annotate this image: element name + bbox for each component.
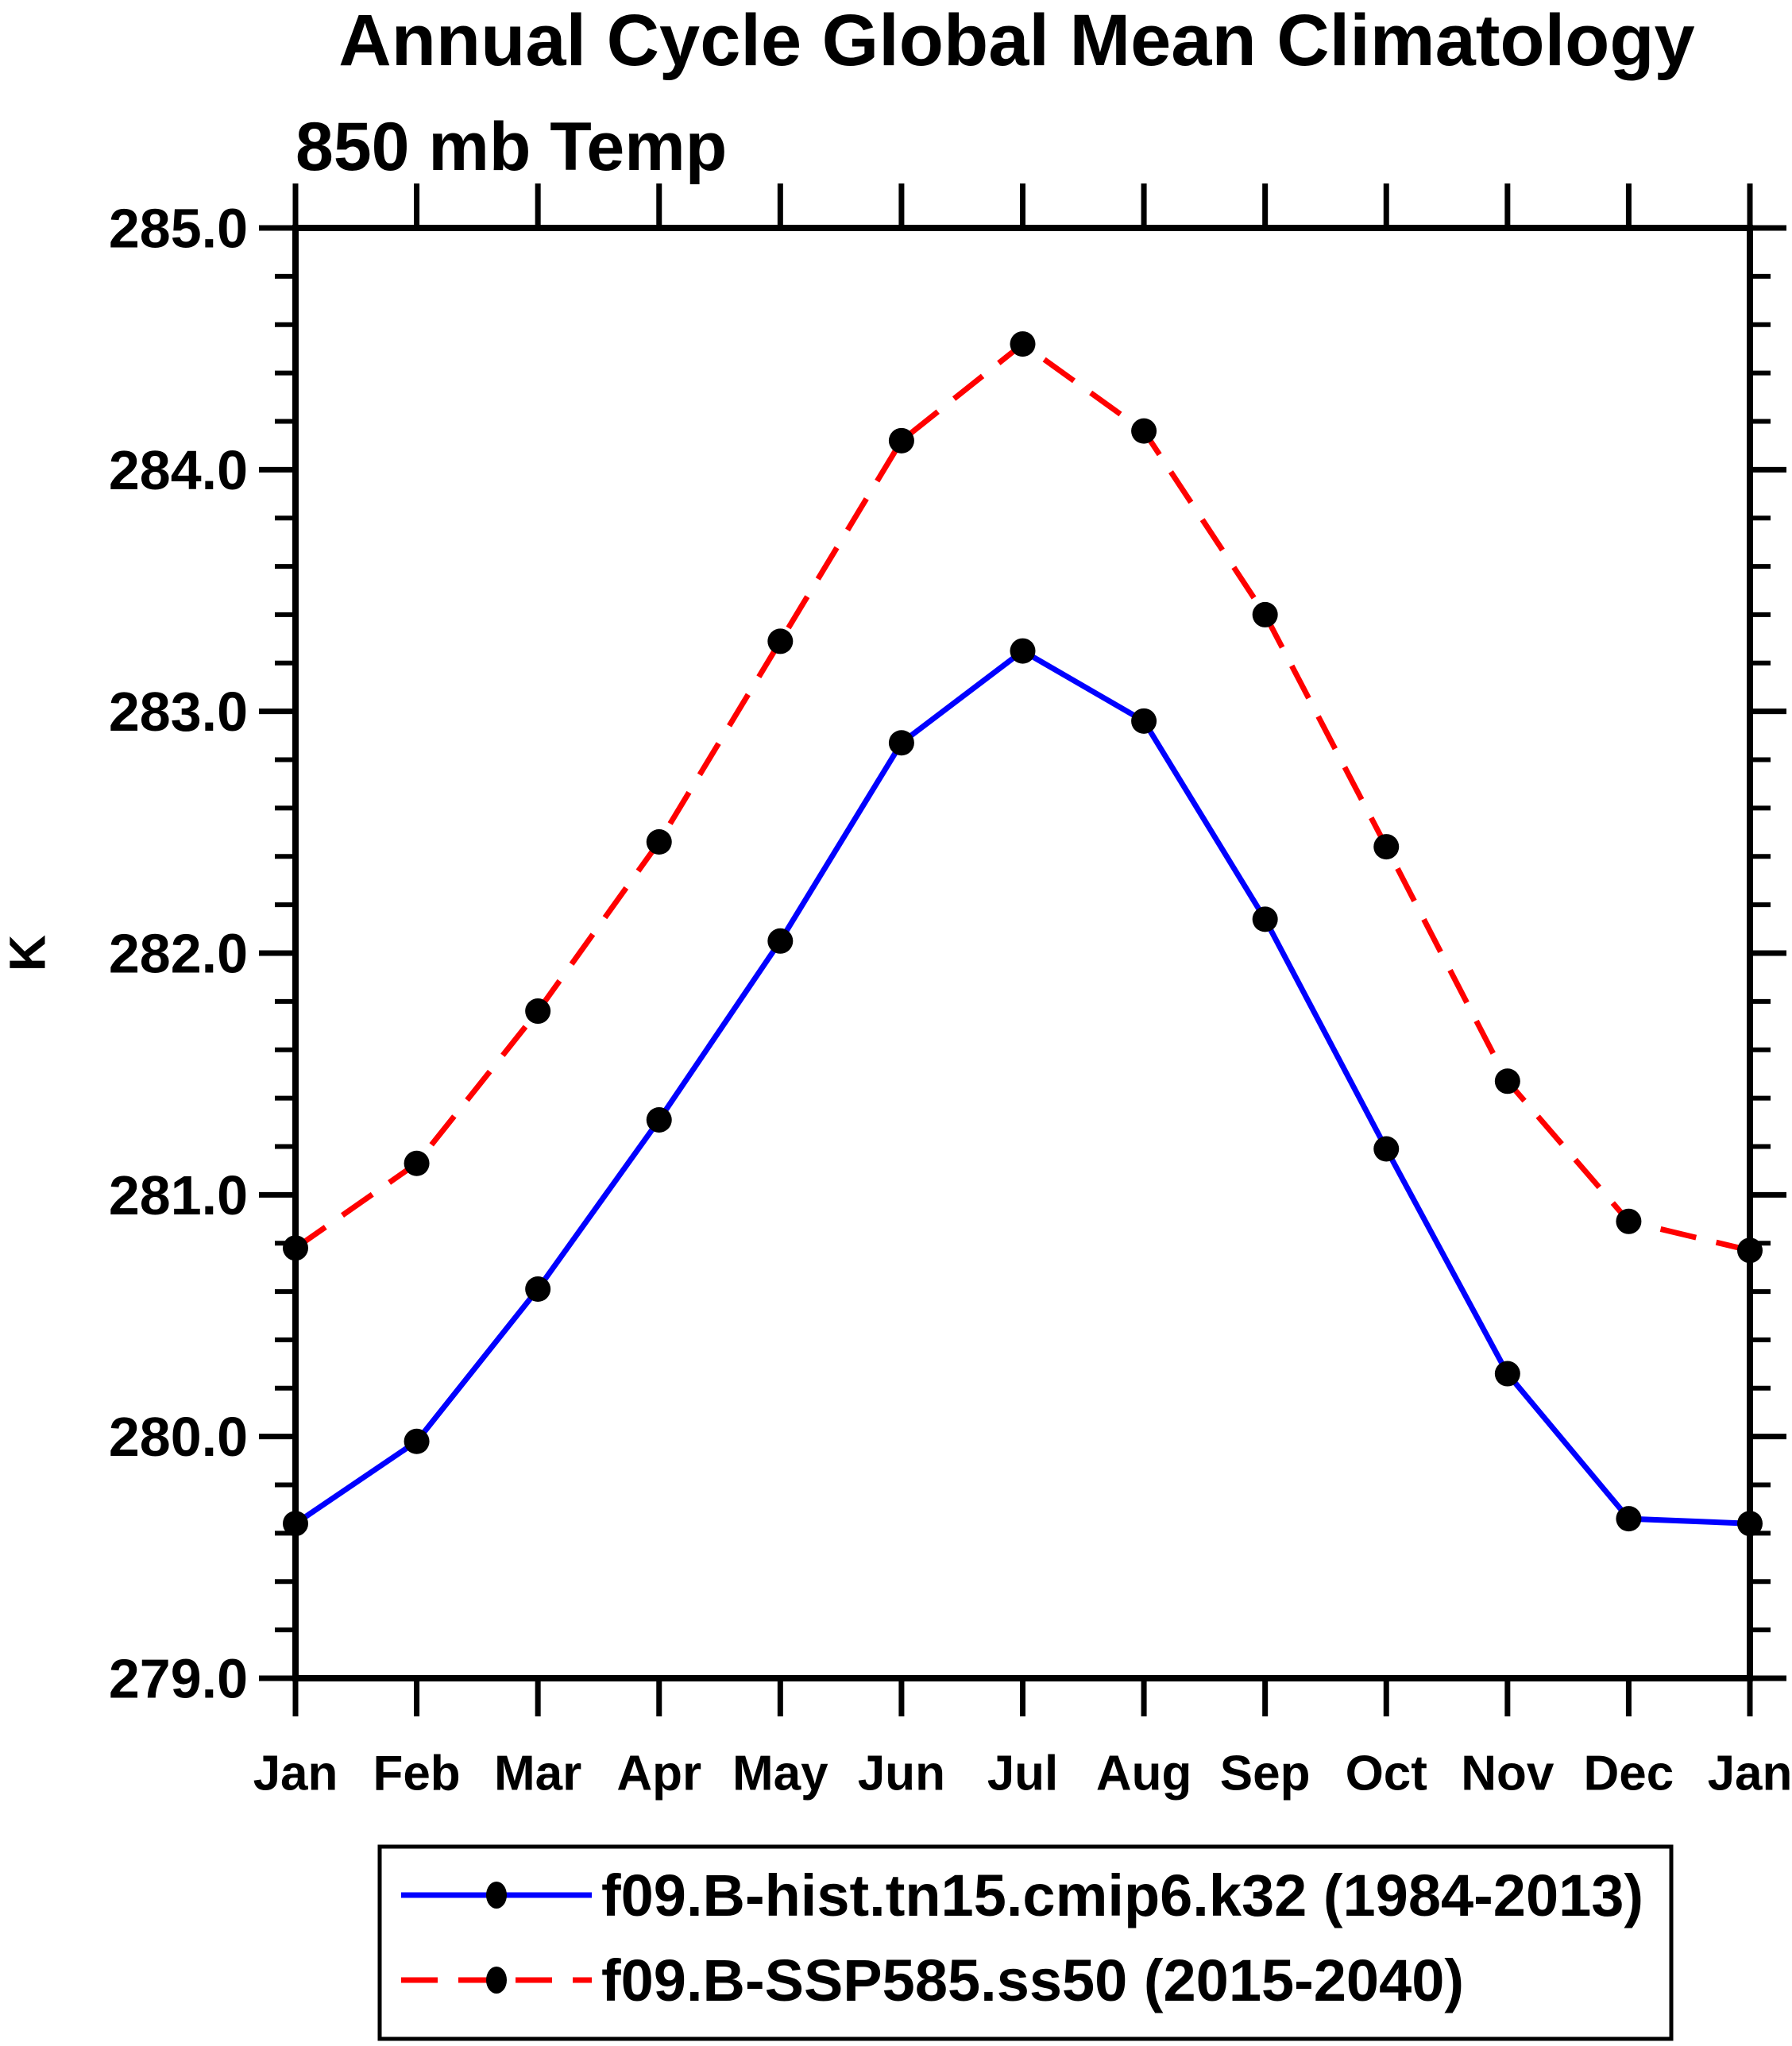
data-point-marker: [1737, 1237, 1763, 1264]
data-point-marker: [525, 998, 551, 1025]
x-tick-label: Sep: [1220, 1747, 1311, 1801]
data-point-marker: [646, 1106, 672, 1133]
data-point-marker: [646, 829, 672, 855]
legend-line-samples: [401, 1882, 592, 1994]
data-point-marker: [404, 1428, 430, 1454]
x-tick-label: Jan: [1708, 1747, 1792, 1801]
data-point-marker: [1252, 601, 1278, 627]
x-tick-label: Dec: [1584, 1747, 1674, 1801]
x-tick-label: Feb: [373, 1747, 460, 1801]
y-tick-label: 284.0: [109, 439, 248, 501]
data-point-marker: [1737, 1511, 1763, 1537]
data-point-marker: [767, 928, 794, 954]
x-axis-tick-labels: Jan Feb Mar Apr May Jun Jul Aug Sep Oct Nov Dec Jan: [253, 1747, 1792, 1801]
y-tick-label: 279.0: [109, 1648, 248, 1710]
y-tick-label: 283.0: [109, 681, 248, 743]
x-tick-label: Nov: [1461, 1747, 1554, 1801]
legend-box: [377, 1844, 1674, 2041]
legend-sample-marker: [486, 1882, 507, 1909]
data-point-marker: [1010, 638, 1036, 664]
data-point-marker: [283, 1511, 308, 1537]
data-point-marker: [888, 730, 914, 756]
x-tick-label: Mar: [494, 1747, 581, 1801]
legend-sample-marker: [486, 1967, 507, 1994]
series-line-solid: [294, 647, 1751, 1527]
y-tick-label: 280.0: [109, 1406, 248, 1468]
chart-title: Annual Cycle Global Mean Climatology: [338, 0, 1694, 81]
plot-border: [292, 225, 1753, 1681]
x-tick-label: Jun: [858, 1747, 945, 1801]
data-point-marker: [767, 628, 794, 654]
data-point-marker: [1131, 418, 1157, 444]
legend-label-hist: f09.B-hist.tn15.cmip6.k32 (1984-2013): [601, 1863, 1643, 1928]
y-tick-label: 281.0: [109, 1164, 248, 1226]
y-axis-tick-labels: 285.0 284.0 283.0 282.0 281.0 280.0 279.0: [109, 198, 248, 1710]
data-point-marker: [1373, 1136, 1400, 1162]
data-point-marker: [283, 1235, 308, 1261]
x-tick-label: Apr: [616, 1747, 701, 1801]
data-point-marker: [1494, 1361, 1520, 1387]
data-point-marker: [1373, 834, 1400, 860]
data-point-marker: [1131, 708, 1157, 734]
data-point-marker: [1010, 331, 1036, 357]
data-point-marker: [1494, 1068, 1520, 1094]
chart-subtitle: 850 mb Temp: [295, 109, 727, 185]
data-point-marker: [525, 1276, 551, 1303]
y-tick-label: 285.0: [109, 198, 248, 260]
y-axis-unit-label: K: [0, 935, 56, 971]
y-tick-label: 282.0: [109, 923, 248, 985]
x-tick-label: Jul: [987, 1747, 1059, 1801]
data-point-marker: [888, 427, 914, 454]
data-series: [283, 331, 1763, 1537]
series-line-dashed: [293, 340, 1751, 1253]
data-point-marker: [1616, 1506, 1642, 1532]
data-point-marker: [1616, 1208, 1642, 1234]
legend: f09.B-hist.tn15.cmip6.k32 (1984-2013) f0…: [377, 1844, 1674, 2041]
x-tick-label: May: [732, 1747, 828, 1801]
data-point-marker: [404, 1150, 430, 1176]
x-tick-label: Aug: [1096, 1747, 1192, 1801]
legend-label-ssp585: f09.B-SSP585.ss50 (2015-2040): [601, 1948, 1464, 2013]
x-tick-label: Oct: [1346, 1747, 1427, 1801]
data-point-marker: [1252, 906, 1278, 932]
axes: [259, 183, 1786, 1716]
x-tick-label: Jan: [253, 1747, 338, 1801]
